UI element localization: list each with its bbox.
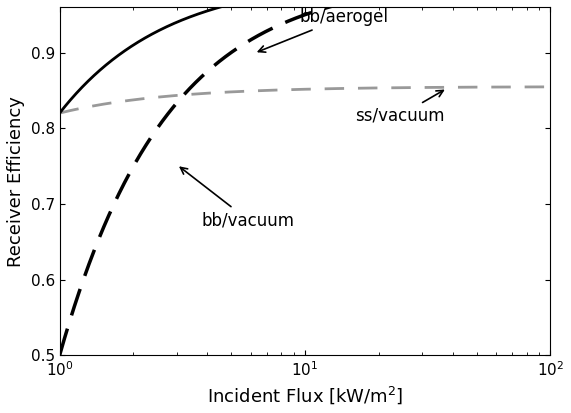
Text: bb/aerogel: bb/aerogel <box>259 8 388 52</box>
Text: ss/vacuum: ss/vacuum <box>355 90 445 125</box>
Text: bb/vacuum: bb/vacuum <box>180 167 295 229</box>
X-axis label: Incident Flux [kW/m$^2$]: Incident Flux [kW/m$^2$] <box>207 385 403 406</box>
Y-axis label: Receiver Efficiency: Receiver Efficiency <box>7 96 25 267</box>
